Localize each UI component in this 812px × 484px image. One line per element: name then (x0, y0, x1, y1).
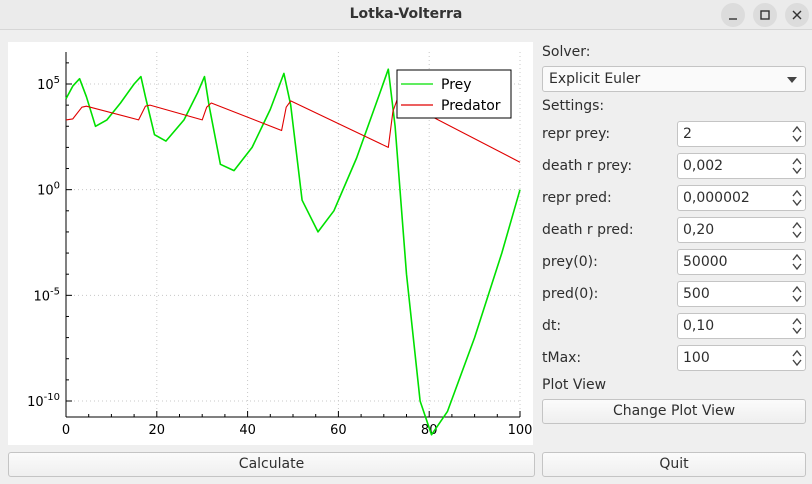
spin-arrows[interactable] (792, 156, 802, 176)
field-label: death r pred: (542, 222, 634, 238)
field-value[interactable]: 2 (683, 126, 692, 142)
series-line-predator (65, 98, 521, 163)
field-value[interactable]: 100 (683, 350, 710, 366)
field-spinbox[interactable]: 500 (677, 281, 806, 307)
spin-arrows[interactable] (792, 188, 802, 208)
spin-arrows[interactable] (792, 284, 802, 304)
plot-area[interactable]: 0 20 40 60 80 100 105 100 10-5 10-10 Prey Predator (8, 42, 533, 445)
field-value[interactable]: 500 (683, 286, 710, 302)
field-spinbox[interactable]: 100 (677, 345, 806, 371)
field-spinbox[interactable]: 0,10 (677, 313, 806, 339)
field-label: prey(0): (542, 254, 598, 270)
chevron-up-icon[interactable] (792, 188, 802, 198)
y-tick-exponent: 5 (54, 75, 60, 86)
chevron-up-icon[interactable] (792, 252, 802, 262)
chevron-down-icon[interactable] (792, 230, 802, 240)
y-tick-base: 10 (33, 289, 50, 304)
maximize-button[interactable] (753, 3, 777, 27)
chevron-up-icon[interactable] (792, 124, 802, 134)
field-value[interactable]: 0,000002 (683, 190, 750, 206)
x-tick-label: 80 (421, 423, 438, 438)
field-label: dt: (542, 318, 562, 334)
solver-dropdown[interactable]: Explicit Euler (542, 66, 806, 92)
field-value[interactable]: 0,10 (683, 318, 715, 334)
chevron-up-icon[interactable] (792, 348, 802, 358)
maximize-icon (760, 10, 770, 20)
chevron-up-icon[interactable] (792, 220, 802, 230)
field-spinbox[interactable]: 0,20 (677, 217, 806, 243)
field-value[interactable]: 50000 (683, 254, 728, 270)
chevron-down-icon[interactable] (792, 294, 802, 304)
chevron-down-icon[interactable] (792, 326, 802, 336)
x-tick-label: 100 (508, 423, 533, 438)
minimize-button[interactable] (721, 3, 745, 27)
field-spinbox[interactable]: 2 (677, 121, 806, 147)
chevron-down-icon[interactable] (792, 262, 802, 272)
x-tick-label: 60 (330, 423, 347, 438)
spin-arrows[interactable] (792, 220, 802, 240)
field-spinbox[interactable]: 50000 (677, 249, 806, 275)
spin-arrows[interactable] (792, 316, 802, 336)
close-icon (792, 10, 802, 20)
field-label: death r prey: (542, 158, 633, 174)
y-tick-label: 10-5 (33, 286, 60, 304)
chevron-up-icon[interactable] (792, 316, 802, 326)
solver-label: Solver: (542, 44, 591, 60)
x-tick-label: 0 (62, 423, 70, 438)
plot-view-label: Plot View (542, 377, 607, 393)
field-label: tMax: (542, 350, 582, 366)
y-tick-base: 10 (27, 395, 44, 410)
series-line-prey (65, 68, 521, 436)
spin-arrows[interactable] (792, 348, 802, 368)
field-label: repr pred: (542, 190, 612, 206)
x-tick-label: 40 (239, 423, 256, 438)
change-plot-view-button[interactable]: Change Plot View (542, 399, 806, 424)
x-tick-label: 20 (149, 423, 166, 438)
chevron-down-icon[interactable] (792, 198, 802, 208)
y-tick-label: 105 (37, 75, 60, 93)
calculate-button[interactable]: Calculate (8, 452, 535, 477)
y-tick-base: 10 (37, 78, 54, 93)
close-button[interactable] (785, 3, 809, 27)
y-tick-exponent: -10 (44, 392, 60, 403)
field-label: repr prey: (542, 126, 611, 142)
minimize-icon (729, 18, 737, 20)
y-tick-exponent: 0 (54, 181, 60, 192)
legend-label: Prey (441, 77, 472, 93)
field-label: pred(0): (542, 286, 599, 302)
y-tick-label: 10-10 (27, 392, 60, 410)
chevron-down-icon[interactable] (792, 358, 802, 368)
y-tick-base: 10 (37, 184, 54, 199)
quit-button[interactable]: Quit (542, 452, 806, 477)
chevron-down-icon[interactable] (792, 134, 802, 144)
spin-arrows[interactable] (792, 124, 802, 144)
y-tick-label: 100 (37, 181, 60, 199)
y-tick-exponent: -5 (50, 286, 60, 297)
solver-value: Explicit Euler (549, 71, 641, 87)
legend-box (396, 69, 512, 119)
chevron-down-icon (787, 77, 797, 83)
field-value[interactable]: 0,002 (683, 158, 724, 174)
spin-arrows[interactable] (792, 252, 802, 272)
chevron-up-icon[interactable] (792, 156, 802, 166)
field-spinbox[interactable]: 0,000002 (677, 185, 806, 211)
chevron-up-icon[interactable] (792, 284, 802, 294)
settings-label: Settings: (542, 98, 605, 114)
field-value[interactable]: 0,20 (683, 222, 715, 238)
window-titlebar: Lotka-Volterra (0, 0, 812, 30)
field-spinbox[interactable]: 0,002 (677, 153, 806, 179)
chevron-down-icon[interactable] (792, 166, 802, 176)
legend-label: Predator (441, 98, 501, 114)
window-title: Lotka-Volterra (349, 6, 463, 22)
